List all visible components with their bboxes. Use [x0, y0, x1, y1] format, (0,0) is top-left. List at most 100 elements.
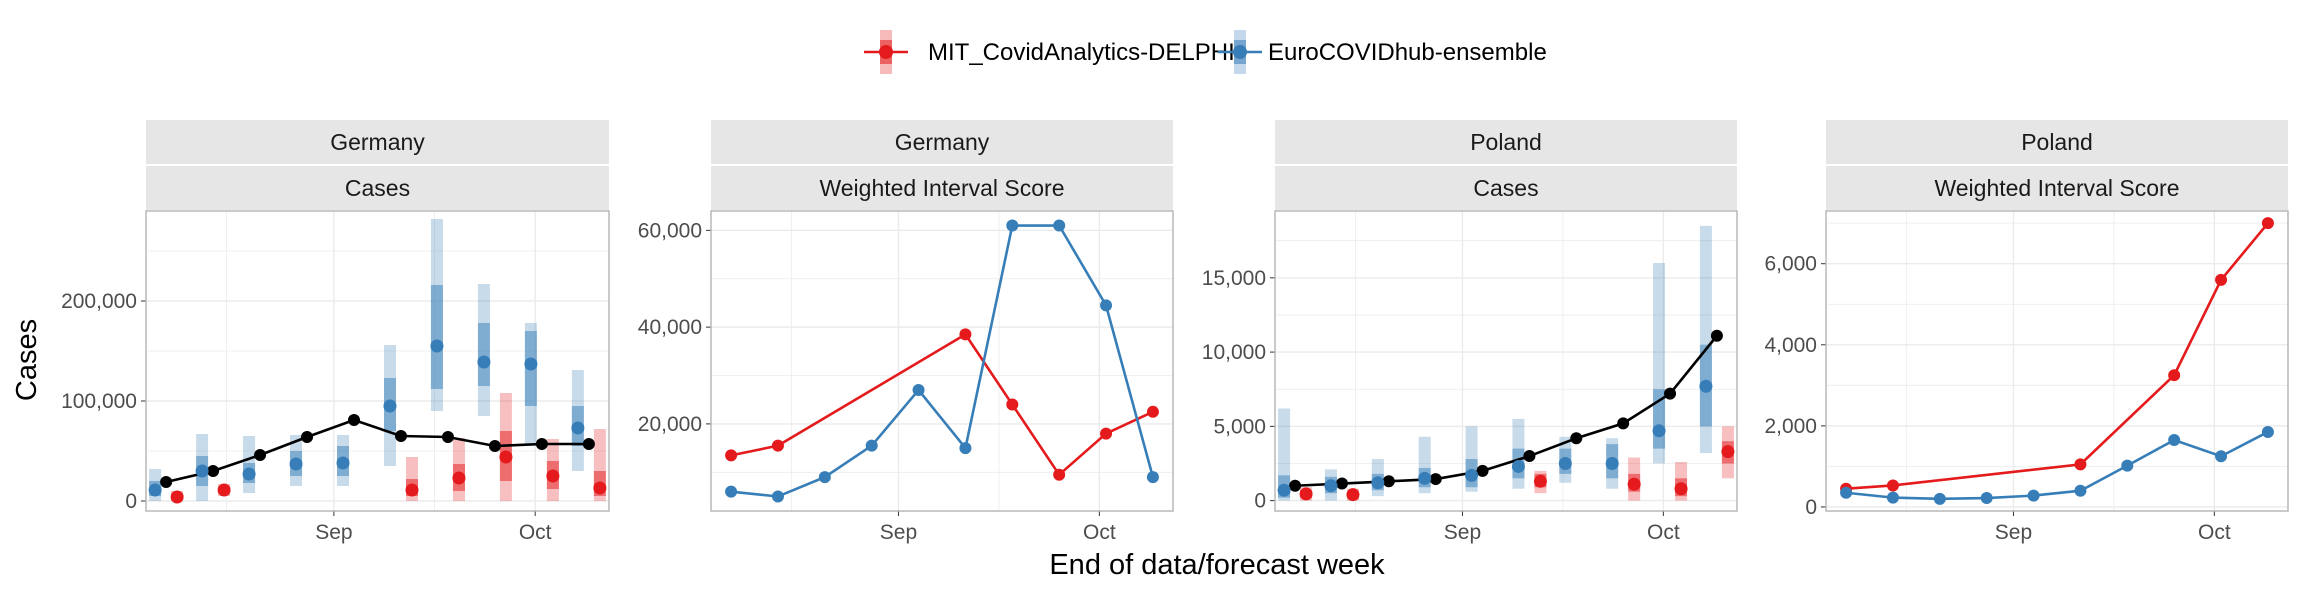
median-point [430, 339, 444, 353]
plot-area [1826, 211, 2288, 511]
median-point [289, 457, 303, 471]
median-point [242, 467, 256, 481]
series-ensemble-medians [148, 339, 585, 497]
score-point [1006, 398, 1019, 411]
observed-point [1523, 450, 1536, 463]
observed-point [535, 438, 548, 450]
score-line [1845, 222, 2269, 490]
facet-strip-label: Poland [1470, 129, 1542, 155]
median-point [1699, 379, 1713, 393]
score-point [771, 490, 784, 503]
median-point [1605, 456, 1619, 470]
score-point [959, 442, 972, 455]
observed-point [1664, 387, 1677, 400]
median-point [571, 421, 585, 435]
facet-strip-label: Germany [895, 129, 990, 155]
score-point [1053, 468, 1066, 481]
median-point [1533, 474, 1547, 488]
median-point [1324, 479, 1338, 493]
score-point [1933, 492, 1946, 505]
series-delphi [725, 328, 1159, 481]
median-point [383, 399, 397, 413]
y-tick-label: 20,000 [638, 413, 702, 436]
score-point [1146, 471, 1159, 484]
facet-strip-label: Cases [345, 175, 410, 201]
score-point [1006, 219, 1019, 232]
y-tick-label: 0 [1254, 490, 1266, 513]
score-point [1100, 299, 1113, 312]
panel-border [1825, 210, 2289, 512]
facet-strip-label: Germany [330, 129, 425, 155]
facet-strip-label: Weighted Interval Score [1934, 175, 2179, 201]
observed-point [1476, 464, 1489, 477]
observed-point [254, 449, 267, 461]
observed-point [301, 431, 314, 443]
score-point [725, 449, 738, 462]
observed-line [165, 418, 589, 484]
panel-2: Germany Weighted Interval Score 20,000 40,0… [638, 120, 1174, 544]
median-point [336, 456, 350, 470]
plot-area [711, 211, 1173, 511]
median-point [195, 464, 209, 478]
facet-strip-bg [1275, 166, 1737, 210]
y-tick-label: 4,000 [1764, 334, 1817, 357]
score-point [1886, 491, 1899, 504]
legend-key-delphi [864, 30, 908, 74]
facet-strip-label: Cases [1473, 175, 1538, 201]
median-point [1674, 482, 1688, 496]
median-point [1511, 459, 1525, 473]
x-tick-label: Oct [519, 521, 552, 544]
y-tick-label: 100,000 [61, 390, 137, 413]
facet-strip-bg [1826, 120, 2288, 164]
y-gridlines [1826, 222, 2288, 508]
panel-1: Germany Cases 0 100,000 200,000 Sep Oct [61, 120, 610, 544]
interval-50 [477, 323, 490, 386]
median-point [1558, 456, 1572, 470]
x-axis-title: End of data/forecast week [1049, 549, 1385, 581]
score-line [1845, 430, 2269, 501]
panel-border [710, 210, 1174, 512]
observed-series [1289, 329, 1723, 492]
plot-area [1275, 211, 1737, 511]
median-point [148, 483, 162, 497]
x-tick-label: Oct [2198, 521, 2231, 544]
median-point [1299, 487, 1313, 501]
interval-50 [430, 285, 443, 389]
median-point [499, 450, 513, 464]
series-ensemble [1840, 425, 2274, 505]
facet-strip-bg [711, 166, 1173, 210]
observed-point [348, 414, 361, 426]
x-tick-label: Oct [1647, 521, 1680, 544]
series-delphi-medians [170, 450, 607, 504]
panel-border [1274, 210, 1738, 512]
observed-point [1710, 329, 1723, 342]
score-point [1980, 492, 1993, 505]
series-delphi-medians [1299, 445, 1735, 502]
median-point [1418, 471, 1432, 485]
facet-strip-bg [711, 120, 1173, 164]
score-point [818, 471, 831, 484]
observed-point [1570, 432, 1583, 445]
legend-key-ensemble [1218, 30, 1262, 74]
score-point [1886, 479, 1899, 492]
score-point [912, 384, 925, 397]
median-point [1371, 476, 1385, 490]
x-tick-label: Sep [880, 521, 917, 544]
median-point [524, 357, 538, 371]
score-line [730, 224, 1155, 498]
median-point [1346, 488, 1360, 502]
observed-point [1335, 477, 1348, 490]
score-point [2121, 459, 2134, 472]
series-ensemble [725, 219, 1159, 503]
score-point [2215, 450, 2228, 463]
score-point [2215, 273, 2228, 286]
y-tick-label: 0 [125, 490, 137, 513]
y-tick-label: 40,000 [638, 316, 702, 339]
median-point [1277, 483, 1291, 497]
facet-strip-bg [1826, 166, 2288, 210]
panel-3: Poland Cases 0 5,000 10,000 15,000 Sep Oct [1202, 120, 1738, 544]
score-point [1053, 219, 1066, 232]
x-gridlines [1905, 211, 2216, 511]
observed-point [160, 476, 173, 488]
